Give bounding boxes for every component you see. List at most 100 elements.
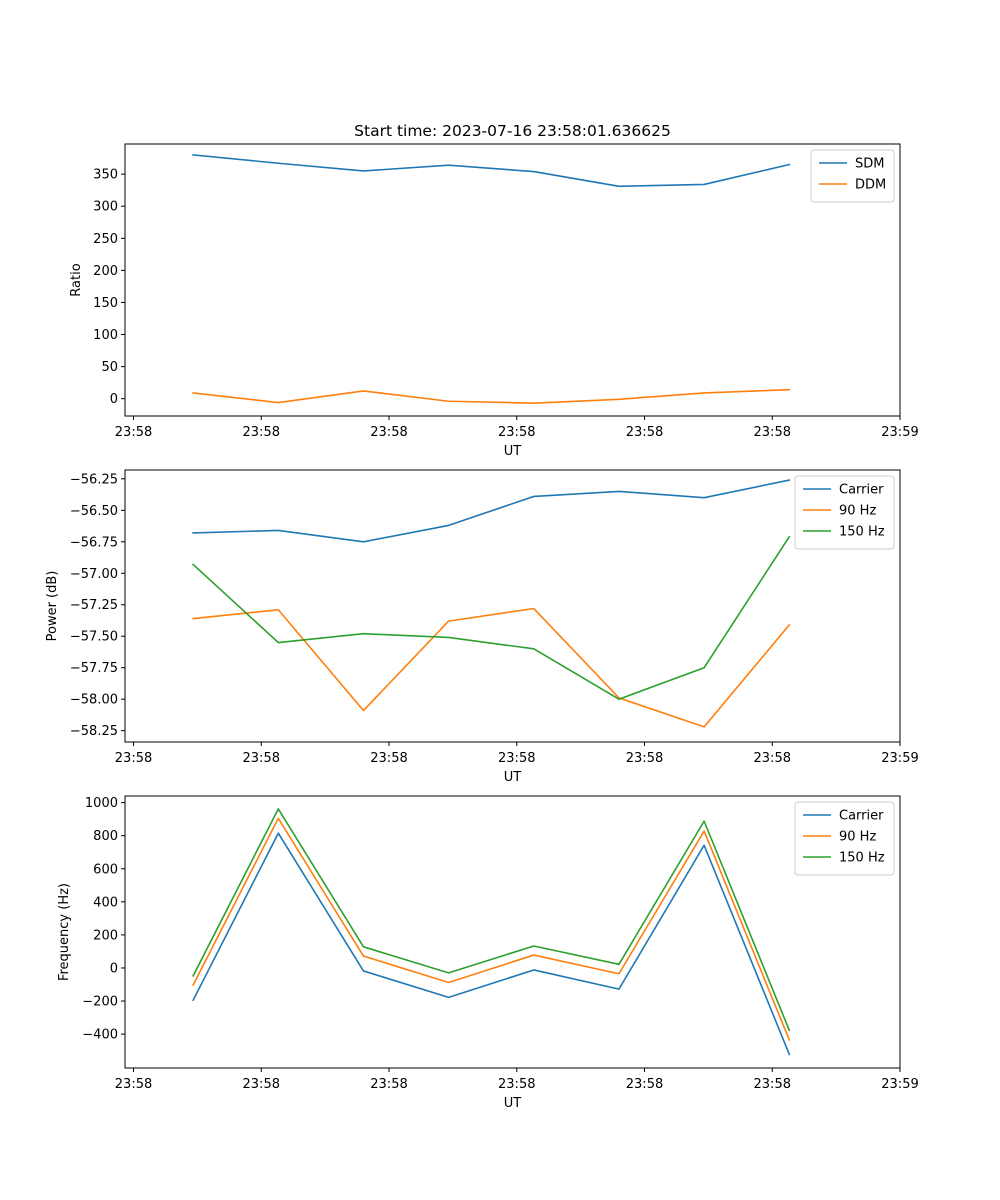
frequency-ytick-label-4: 400 bbox=[93, 895, 118, 910]
power-ytick-label-2: −57.75 bbox=[70, 661, 118, 676]
frequency-series-1-point-5 bbox=[618, 973, 620, 975]
frequency-ytick-label-0: −400 bbox=[82, 1028, 118, 1043]
power-series-2-point-5 bbox=[618, 698, 620, 700]
ratio-series-0-point-6 bbox=[703, 183, 705, 185]
frequency-ytick-label-5: 600 bbox=[93, 862, 118, 877]
subplot-power: 23:58 23:58 23:58 23:58 23:58 23:58 23:59 UT −58… bbox=[45, 469, 919, 785]
ratio-ytick-label-1: 50 bbox=[101, 360, 118, 375]
ratio-ylabel: Ratio bbox=[69, 263, 84, 296]
frequency-ytick-label-3: 200 bbox=[93, 928, 118, 943]
frequency-xlabel: UT bbox=[504, 1096, 522, 1111]
ratio-xlabel: UT bbox=[504, 444, 522, 459]
frequency-series-2-point-0 bbox=[192, 975, 194, 977]
ratio-xtick-label-0: 23:58 bbox=[115, 425, 152, 440]
frequency-series-0-point-6 bbox=[703, 844, 705, 846]
frequency-series-2-point-6 bbox=[703, 820, 705, 822]
frequency-series-1-point-6 bbox=[703, 830, 705, 832]
power-xtick-label-0: 23:58 bbox=[115, 751, 152, 766]
frequency-legend-label-1: 90 Hz bbox=[839, 830, 876, 845]
ratio-series-ddm-line bbox=[192, 388, 791, 404]
frequency-legend-label-0: Carrier bbox=[839, 809, 884, 824]
power-xtick-label-2: 23:58 bbox=[370, 751, 407, 766]
ratio-series-0-point-7 bbox=[788, 163, 790, 165]
frequency-series-2-point-4 bbox=[533, 945, 535, 947]
ratio-ytick-label-0: 0 bbox=[110, 392, 118, 407]
power-series-2-point-2 bbox=[362, 633, 364, 635]
power-xtick-label-4: 23:58 bbox=[626, 751, 663, 766]
ratio-axes-frame bbox=[124, 143, 901, 417]
ratio-series-1-point-4 bbox=[533, 402, 535, 404]
ratio-series-0-point-0 bbox=[192, 154, 194, 156]
power-xtick-label-3: 23:58 bbox=[498, 751, 535, 766]
frequency-series-0-point-4 bbox=[533, 969, 535, 971]
frequency-series-0-point-3 bbox=[447, 996, 449, 998]
frequency-legend: Carrier 90 Hz 150 Hz bbox=[794, 801, 895, 876]
plots-container: 23:58 23:58 23:58 23:58 23:58 23:58 23:59 UT 0 50… bbox=[45, 143, 919, 1111]
frequency-series-2-point-1 bbox=[277, 808, 279, 810]
power-series-0-point-7 bbox=[788, 479, 790, 481]
frequency-series-2-point-2 bbox=[362, 946, 364, 948]
ratio-legend: SDM DDM bbox=[810, 149, 895, 203]
power-ylabel: Power (dB) bbox=[45, 571, 60, 642]
frequency-ytick-label-2: 0 bbox=[110, 961, 118, 976]
frequency-series-1-point-1 bbox=[277, 817, 279, 819]
power-series-2-point-7 bbox=[788, 536, 790, 538]
ratio-xtick-label-1: 23:58 bbox=[243, 425, 280, 440]
ratio-xtick-label-2: 23:58 bbox=[370, 425, 407, 440]
frequency-series-150-hz-line bbox=[192, 808, 791, 1032]
frequency-xtick-label-3: 23:58 bbox=[498, 1077, 535, 1092]
frequency-xtick-label-0: 23:58 bbox=[115, 1077, 152, 1092]
power-ytick-label-3: −57.50 bbox=[70, 630, 118, 645]
power-ytick-label-6: −56.75 bbox=[70, 535, 118, 550]
frequency-legend-label-2: 150 Hz bbox=[839, 851, 885, 866]
power-series-0-point-1 bbox=[277, 529, 279, 531]
ratio-series-1-point-3 bbox=[447, 400, 449, 402]
frequency-series-0-point-2 bbox=[362, 970, 364, 972]
frequency-ytick-label-1: −200 bbox=[82, 995, 118, 1010]
power-series-90-hz-line bbox=[192, 607, 791, 728]
power-series-1-point-4 bbox=[533, 607, 535, 609]
power-ytick-label-7: −56.50 bbox=[70, 504, 118, 519]
power-series-2-point-0 bbox=[192, 563, 194, 565]
ratio-series-sdm-line bbox=[192, 154, 791, 188]
power-series-2-point-1 bbox=[277, 641, 279, 643]
frequency-ytick-label-7: 1000 bbox=[85, 796, 118, 811]
frequency-series-2-point-3 bbox=[447, 972, 449, 974]
frequency-series-1-point-0 bbox=[192, 984, 194, 986]
ratio-series-0-point-3 bbox=[447, 164, 449, 166]
ratio-series-0-point-1 bbox=[277, 162, 279, 164]
ratio-xtick-label-6: 23:59 bbox=[881, 425, 918, 440]
frequency-series-90-hz-line bbox=[192, 817, 791, 1041]
power-ytick-label-4: −57.25 bbox=[70, 598, 118, 613]
power-series-carrier-line bbox=[192, 479, 791, 543]
ratio-series-1-point-2 bbox=[362, 390, 364, 392]
power-series-1-point-3 bbox=[447, 620, 449, 622]
subplot-ratio: 23:58 23:58 23:58 23:58 23:58 23:58 23:59 UT 0 50… bbox=[69, 143, 919, 459]
power-series-1-point-7 bbox=[788, 624, 790, 626]
ratio-ytick-label-2: 100 bbox=[93, 328, 118, 343]
ratio-series-0-point-5 bbox=[618, 185, 620, 187]
frequency-xtick-label-2: 23:58 bbox=[370, 1077, 407, 1092]
power-series-0-point-2 bbox=[362, 541, 364, 543]
power-series-2-point-3 bbox=[447, 636, 449, 638]
ratio-ytick-label-6: 300 bbox=[93, 200, 118, 215]
frequency-series-1-point-3 bbox=[447, 981, 449, 983]
power-xlabel: UT bbox=[504, 770, 522, 785]
power-ytick-label-8: −56.25 bbox=[70, 472, 118, 487]
power-legend-label-2: 150 Hz bbox=[839, 525, 885, 540]
ratio-xtick-label-5: 23:58 bbox=[754, 425, 791, 440]
frequency-series-0-point-0 bbox=[192, 999, 194, 1001]
ratio-ytick-label-3: 150 bbox=[93, 296, 118, 311]
power-series-1-point-2 bbox=[362, 709, 364, 711]
ratio-series-0-point-2 bbox=[362, 170, 364, 172]
power-ytick-label-5: −57.00 bbox=[70, 567, 118, 582]
frequency-series-2-point-7 bbox=[788, 1029, 790, 1031]
frequency-series-1-point-2 bbox=[362, 955, 364, 957]
frequency-ylabel: Frequency (Hz) bbox=[57, 883, 72, 981]
power-legend: Carrier 90 Hz 150 Hz bbox=[794, 475, 895, 550]
power-series-0-point-0 bbox=[192, 532, 194, 534]
power-xtick-label-6: 23:59 bbox=[881, 751, 918, 766]
subplot-frequency: 23:58 23:58 23:58 23:58 23:58 23:58 23:59 UT −40… bbox=[57, 795, 919, 1111]
power-series-150-hz-line bbox=[191, 535, 791, 700]
